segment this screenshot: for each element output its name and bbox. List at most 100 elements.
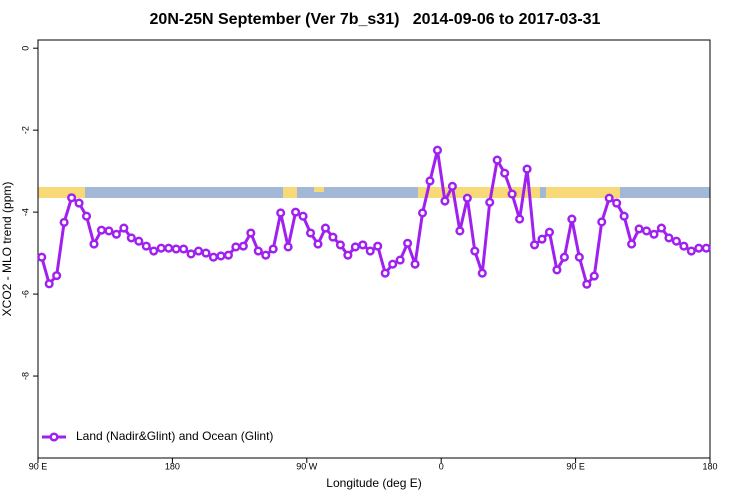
- x-tick-label: 90 E: [566, 461, 585, 471]
- point: [223, 250, 233, 260]
- point: [410, 259, 420, 269]
- point: [74, 198, 84, 208]
- x-tick-label: 180: [165, 461, 180, 471]
- land-ocean-mask: [38, 187, 710, 198]
- point: [365, 246, 375, 256]
- point: [515, 214, 525, 224]
- point: [522, 164, 532, 174]
- point: [664, 233, 674, 243]
- point: [589, 271, 599, 281]
- point: [59, 217, 69, 227]
- y-tick-label: -8: [20, 372, 30, 380]
- point: [350, 242, 360, 252]
- point: [179, 244, 189, 254]
- y-tick-label: -6: [20, 290, 30, 298]
- ocean-band: [38, 187, 710, 198]
- point: [104, 226, 114, 236]
- point: [89, 239, 99, 249]
- point: [403, 238, 413, 248]
- point: [619, 211, 629, 221]
- point: [283, 242, 293, 252]
- point: [462, 193, 472, 203]
- land-band: [418, 187, 540, 198]
- x-tick-label: 90 W: [296, 461, 318, 471]
- point: [559, 252, 569, 262]
- land-band: [283, 187, 297, 198]
- point: [268, 244, 278, 254]
- point: [320, 223, 331, 233]
- point: [641, 226, 652, 236]
- point: [612, 198, 622, 208]
- point: [656, 223, 667, 233]
- point: [417, 208, 428, 218]
- point: [649, 229, 659, 239]
- point: [134, 236, 144, 246]
- point: [246, 228, 256, 238]
- point: [500, 168, 510, 178]
- point: [201, 248, 211, 258]
- point: [477, 268, 487, 278]
- point: [686, 246, 696, 256]
- point: [388, 259, 398, 269]
- point: [679, 241, 689, 251]
- point: [574, 252, 584, 262]
- point: [193, 246, 204, 256]
- x-axis-title: Longitude (deg E): [326, 476, 421, 490]
- y-tick-label: 0: [20, 46, 30, 51]
- land-band: [38, 187, 85, 198]
- point: [171, 244, 181, 254]
- x-tick-label: 90 E: [29, 461, 48, 471]
- point: [582, 279, 592, 289]
- point: [313, 239, 323, 249]
- point: [343, 250, 353, 260]
- point: [111, 229, 121, 239]
- point: [634, 224, 644, 234]
- point: [231, 242, 241, 252]
- point: [567, 214, 577, 224]
- point: [67, 193, 77, 203]
- chart-title: 20N-25N September (Ver 7b_s31) 2014-09-0…: [150, 11, 601, 28]
- point: [358, 240, 368, 250]
- legend-label: Land (Nadir&Glint) and Ocean (Glint): [76, 429, 273, 443]
- point: [238, 241, 248, 251]
- point: [186, 249, 196, 259]
- land-band: [546, 187, 620, 198]
- point: [96, 225, 107, 235]
- point: [395, 255, 405, 265]
- legend-marker: [49, 432, 59, 442]
- point: [149, 246, 159, 256]
- x-tick-label: 0: [439, 461, 444, 471]
- point: [529, 240, 540, 250]
- point: [537, 234, 547, 244]
- point: [604, 193, 614, 203]
- point: [380, 268, 390, 278]
- point: [208, 252, 219, 262]
- point: [492, 155, 502, 165]
- point: [276, 208, 286, 218]
- point: [119, 223, 129, 233]
- y-axis-title: XCO2 - MLO trend (ppm): [0, 182, 14, 317]
- point: [126, 233, 136, 243]
- point: [552, 265, 562, 275]
- point: [671, 236, 681, 246]
- point: [141, 241, 151, 251]
- x-tick-label: 180: [702, 461, 717, 471]
- point: [164, 243, 174, 253]
- point: [432, 145, 443, 155]
- y-tick-label: -4: [20, 208, 30, 216]
- point: [440, 196, 450, 206]
- point: [253, 246, 263, 256]
- point: [81, 211, 92, 221]
- point: [37, 252, 47, 262]
- point: [694, 243, 704, 253]
- point: [291, 207, 301, 217]
- point: [425, 176, 435, 186]
- point: [305, 228, 316, 238]
- point: [701, 243, 711, 253]
- point: [455, 226, 465, 236]
- y-tick-label: -2: [20, 126, 30, 134]
- point: [373, 241, 383, 251]
- series-line: [40, 149, 707, 288]
- point: [507, 189, 517, 199]
